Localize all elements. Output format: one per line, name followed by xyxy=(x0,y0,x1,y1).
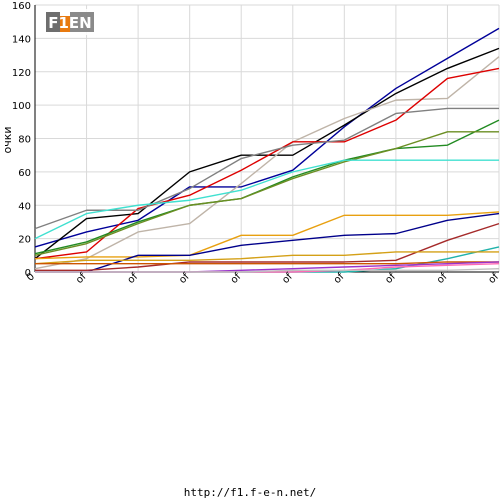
x-tick-label-7: of xyxy=(383,271,398,286)
footer-url: http://f1.f-e-n.net/ xyxy=(183,486,317,499)
x-tick-label-2: of xyxy=(126,271,141,286)
x-axis-ticks: 0 of of of of of of of of of xyxy=(25,271,500,286)
y-tick-label-4: 80 xyxy=(18,135,31,146)
series-line-11 xyxy=(35,222,500,272)
x-tick-label-5: of xyxy=(280,271,295,286)
chart-grid xyxy=(34,4,500,273)
x-tick-label-6: of xyxy=(332,271,347,286)
logo-block-en xyxy=(70,12,94,32)
logo-text: F1EN xyxy=(48,14,91,32)
y-tick-label-2: 40 xyxy=(18,201,31,212)
series-line-14 xyxy=(35,261,499,265)
series-line-8 xyxy=(34,159,499,240)
series-line-4 xyxy=(34,67,500,260)
x-tick-label-3: of xyxy=(177,271,192,286)
x-tick-label-8: of xyxy=(435,271,450,286)
logo-block-f xyxy=(46,12,60,32)
y-axis-label: очки xyxy=(1,126,14,153)
series-line-13 xyxy=(34,251,499,265)
series-line-1 xyxy=(34,27,500,248)
x-tick-label-0: 0 xyxy=(25,271,37,283)
y-axis-ticks: 0 20 40 60 80 100 120 140 160 xyxy=(12,1,31,279)
series-line-17 xyxy=(35,267,500,273)
y-tick-label-6: 120 xyxy=(12,68,31,79)
y-tick-label-8: 160 xyxy=(12,1,31,12)
series-line-6 xyxy=(34,119,500,255)
chart-series xyxy=(34,27,500,273)
series-line-7 xyxy=(34,131,499,256)
x-tick-label-4: of xyxy=(229,271,244,286)
x-tick-label-1: of xyxy=(74,271,89,286)
series-line-5 xyxy=(34,107,499,230)
series-line-9 xyxy=(34,211,500,260)
y-tick-label-7: 140 xyxy=(12,34,31,45)
y-tick-label-1: 20 xyxy=(18,235,31,246)
y-tick-label-5: 100 xyxy=(12,101,31,112)
x-tick-label-9: of xyxy=(487,271,500,286)
y-tick-label-3: 60 xyxy=(18,168,31,179)
y-tick-label-0: 0 xyxy=(25,268,31,279)
f1en-logo: F1EN xyxy=(42,9,96,35)
logo-block-1 xyxy=(60,16,70,32)
series-line-2 xyxy=(34,47,500,260)
